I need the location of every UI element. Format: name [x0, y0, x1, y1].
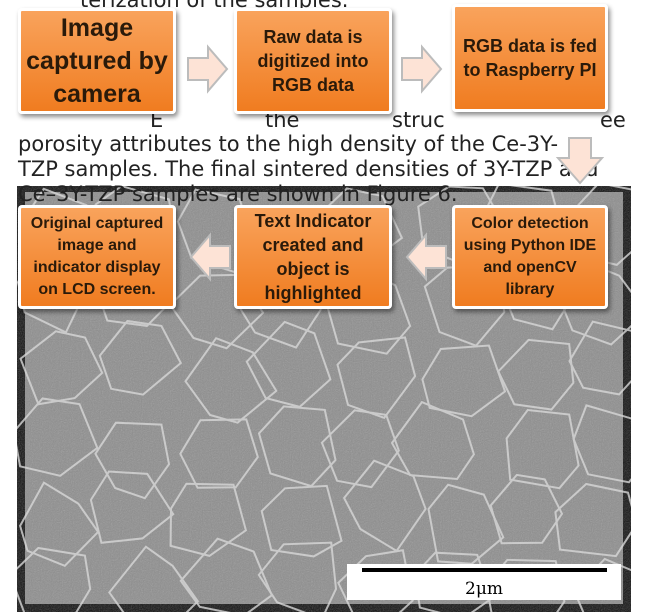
node-label: indicator display — [33, 257, 160, 279]
node-label: created and — [262, 233, 363, 257]
paragraph-line: TZP samples. The final sintered densitie… — [18, 157, 598, 181]
node-label: Text Indicator — [255, 209, 372, 233]
arrow-down — [555, 136, 605, 186]
node-label: Raw data is — [263, 25, 362, 49]
node-label: to Raspberry PI — [463, 58, 596, 82]
arrow-left — [188, 232, 232, 282]
node-label: object is — [276, 257, 349, 281]
paragraph-fragment: struc — [392, 108, 445, 132]
node-label: digitized into — [258, 49, 369, 73]
node-label: library — [506, 279, 555, 301]
node-label: RGB data is fed — [463, 34, 597, 58]
node-label: Color detection — [471, 213, 588, 235]
node-label: Original captured — [31, 213, 163, 235]
node-label: captured by — [26, 45, 168, 78]
paragraph-line: Ce–3Y-TZP samples are shown in Figure 6. — [18, 182, 458, 206]
node-label: image and — [57, 235, 136, 257]
page: 2μm terization of the samples. E the str… — [0, 0, 647, 614]
node-label: using Python IDE — [464, 235, 596, 257]
node-label: on LCD screen. — [38, 279, 155, 301]
arrow-right — [186, 44, 230, 94]
node-label: and openCV — [483, 257, 576, 279]
node-label: camera — [53, 78, 141, 111]
node-label: Image — [61, 12, 133, 45]
scale-bar-label: 2μm — [465, 579, 503, 599]
arrow-left — [404, 232, 448, 282]
paragraph-line: porosity attributes to the high density … — [18, 132, 558, 156]
arrow-right — [400, 44, 444, 94]
node-label: highlighted — [265, 281, 362, 305]
node-label: RGB data — [272, 73, 354, 97]
